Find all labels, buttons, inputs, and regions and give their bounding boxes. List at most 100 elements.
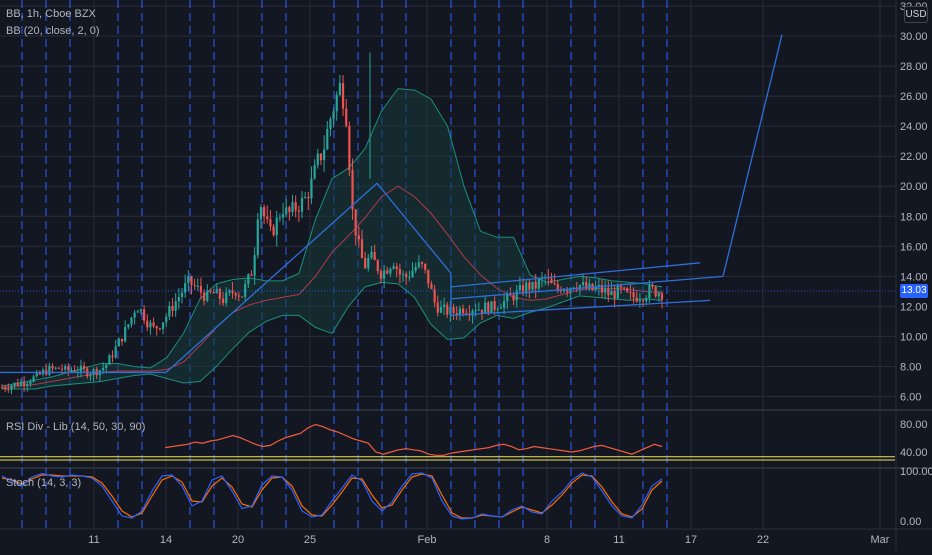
rsi-legend[interactable]: RSI Div - Lib (14, 50, 30, 90) bbox=[6, 421, 145, 433]
stoch-legend[interactable]: Stoch (14, 3, 3) bbox=[6, 477, 81, 489]
candle-body bbox=[446, 304, 449, 315]
time-tick-label: Feb bbox=[418, 534, 437, 546]
candle-body bbox=[253, 255, 256, 276]
rsi-pane bbox=[0, 423, 895, 461]
candle-body bbox=[310, 178, 313, 199]
candle-body bbox=[79, 365, 83, 372]
candle-body bbox=[190, 276, 193, 286]
candle-body bbox=[335, 94, 338, 112]
candle-body bbox=[619, 285, 623, 288]
bb-indicator-title[interactable]: BB (20, close, 2, 0) bbox=[6, 25, 100, 37]
bb-indicator-legend[interactable]: BB (20, close, 2, 0) bbox=[6, 25, 100, 37]
price-tick-label: 12.00 bbox=[900, 301, 928, 313]
candle-body bbox=[487, 302, 490, 313]
candle-body bbox=[250, 274, 253, 276]
candle-body bbox=[212, 291, 215, 294]
candle-body bbox=[588, 283, 591, 289]
candle-body bbox=[70, 370, 73, 372]
candle-body bbox=[521, 285, 525, 294]
candle-body bbox=[48, 365, 51, 375]
candle-body bbox=[506, 293, 509, 302]
candle-body bbox=[155, 326, 158, 329]
stoch-k-line bbox=[1, 472, 663, 520]
candle-body bbox=[461, 308, 465, 314]
candle-body bbox=[329, 119, 332, 130]
candle-body bbox=[7, 388, 10, 390]
candle-body bbox=[231, 290, 234, 294]
candle-body bbox=[427, 269, 430, 284]
time-tick-label: 22 bbox=[757, 534, 769, 546]
rsi-line bbox=[164, 423, 663, 456]
candle-body bbox=[518, 285, 521, 291]
symbol-title[interactable]: BB, 1h, Cboe BZX bbox=[6, 8, 96, 20]
candle-body bbox=[291, 202, 294, 213]
candle-body bbox=[401, 273, 405, 275]
candle-body bbox=[278, 217, 281, 219]
symbol-legend[interactable]: BB, 1h, Cboe BZX bbox=[6, 8, 96, 20]
candle-body bbox=[304, 196, 307, 198]
candle-body bbox=[259, 207, 263, 220]
candle-body bbox=[528, 282, 531, 290]
candle-body bbox=[54, 367, 57, 369]
candle-body bbox=[550, 278, 553, 284]
trendline-drawings[interactable] bbox=[0, 34, 895, 374]
trendline bbox=[165, 182, 378, 373]
candle-body bbox=[383, 270, 386, 279]
candle-body bbox=[133, 312, 136, 318]
candle-body bbox=[477, 309, 480, 311]
candle-body bbox=[281, 214, 285, 218]
candle-body bbox=[420, 262, 424, 264]
candle-body bbox=[458, 308, 461, 316]
candle-body bbox=[240, 296, 244, 298]
time-tick-label: 8 bbox=[544, 534, 550, 546]
candle-body bbox=[364, 258, 367, 269]
candle-body bbox=[26, 383, 29, 386]
price-tick-label: 8.00 bbox=[900, 361, 921, 373]
candle-body bbox=[89, 374, 92, 377]
candle-body bbox=[604, 288, 607, 293]
candle-body bbox=[496, 308, 499, 310]
candle-body bbox=[136, 311, 139, 313]
candle-body bbox=[256, 219, 259, 256]
candle-body bbox=[503, 301, 506, 308]
candle-body bbox=[67, 366, 70, 371]
candle-body bbox=[218, 289, 221, 299]
candle-body bbox=[64, 366, 67, 370]
candle-body bbox=[629, 292, 632, 294]
candle-body bbox=[313, 165, 316, 179]
candle-body bbox=[4, 387, 7, 389]
candle-body bbox=[177, 296, 180, 302]
price-tick-label: 10.00 bbox=[900, 331, 928, 343]
candle-body bbox=[127, 324, 130, 328]
candle-body bbox=[559, 289, 563, 292]
time-tick-label: 20 bbox=[232, 534, 244, 546]
rsi-title[interactable]: RSI Div - Lib (14, 50, 30, 90) bbox=[6, 421, 146, 433]
candle-body bbox=[660, 293, 664, 300]
candle-body bbox=[174, 301, 177, 311]
stoch-d-line bbox=[1, 473, 663, 519]
stoch-title[interactable]: Stoch (14, 3, 3) bbox=[6, 477, 82, 489]
candle-body bbox=[348, 125, 351, 171]
candle-body bbox=[414, 266, 417, 271]
candle-body bbox=[319, 153, 323, 161]
candle-body bbox=[556, 284, 559, 290]
candle-body bbox=[641, 300, 645, 302]
currency-badge[interactable]: USD bbox=[904, 6, 928, 23]
candle-body bbox=[105, 364, 108, 369]
candle-body bbox=[581, 282, 585, 286]
candle-body bbox=[452, 307, 455, 313]
candle-body bbox=[424, 263, 427, 270]
candle-body bbox=[23, 382, 26, 386]
candle-body bbox=[171, 305, 174, 311]
candle-body bbox=[537, 279, 540, 289]
candle-body bbox=[657, 293, 660, 297]
candle-body bbox=[389, 268, 392, 274]
candle-body bbox=[19, 382, 23, 386]
candle-body bbox=[187, 276, 190, 284]
candle-body bbox=[180, 292, 184, 297]
candle-body bbox=[332, 111, 335, 120]
candle-body bbox=[411, 270, 414, 277]
candle-body bbox=[111, 355, 114, 358]
